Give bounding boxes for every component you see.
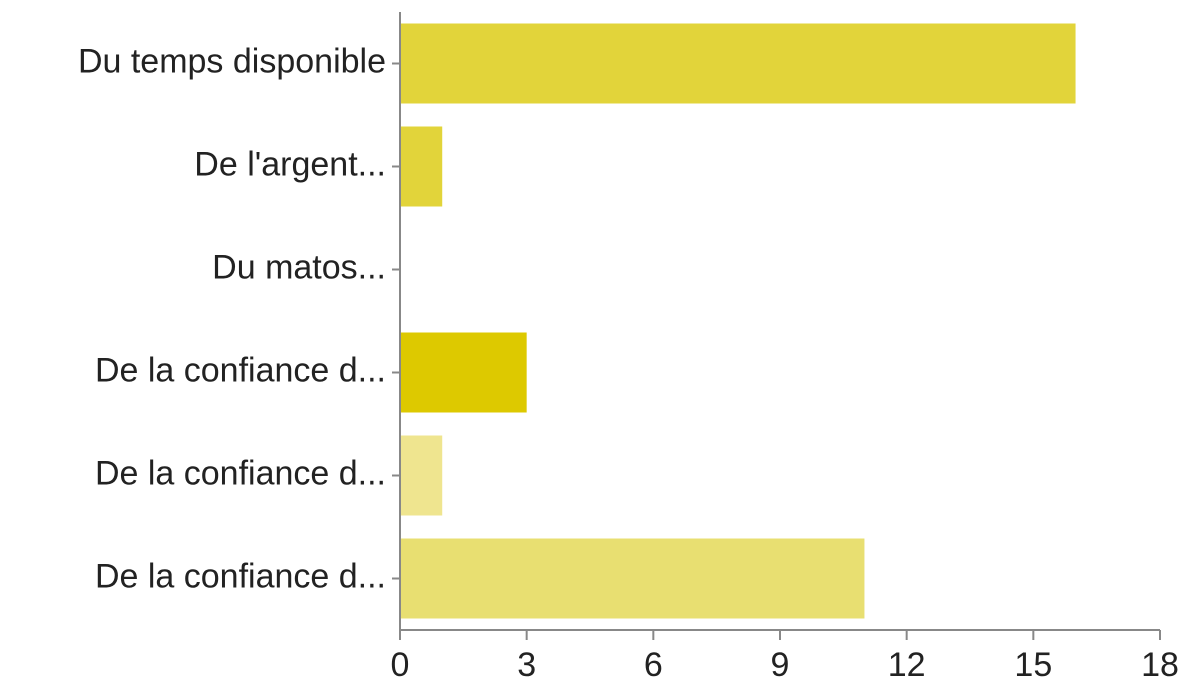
category-label: De la confiance d... [95, 557, 386, 595]
category-label: De l'argent... [194, 145, 386, 183]
x-tick-labels: 0 3 6 9 12 15 18 [391, 646, 1179, 684]
x-tick-marks [399, 630, 1161, 640]
bar [400, 538, 865, 619]
x-tick-label: 0 [391, 646, 410, 684]
x-tick-label: 18 [1141, 646, 1179, 684]
category-label: Du matos... [212, 248, 386, 286]
category-label: De la confiance d... [95, 454, 386, 492]
x-tick-label: 3 [517, 646, 536, 684]
bar [400, 435, 443, 516]
x-tick-label: 6 [644, 646, 663, 684]
bar [400, 332, 527, 413]
bar [400, 126, 443, 207]
x-tick-label: 12 [888, 646, 926, 684]
category-labels: Du temps disponible De l'argent... Du mato… [78, 42, 386, 595]
category-label: Du temps disponible [78, 42, 386, 80]
y-tick-marks [392, 62, 400, 580]
x-tick-label: 9 [771, 646, 790, 684]
bar [400, 23, 1076, 104]
category-label: De la confiance d... [95, 351, 386, 389]
x-tick-label: 15 [1014, 646, 1052, 684]
bars-layer [400, 23, 1076, 619]
